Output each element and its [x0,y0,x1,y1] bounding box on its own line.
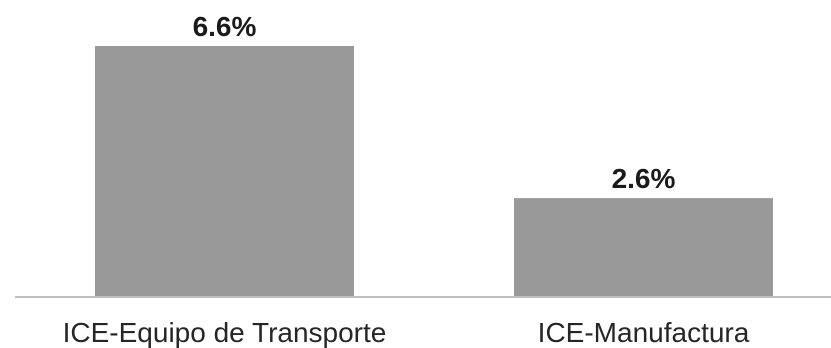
value-labels-group: 6.6% 2.6% [193,11,676,194]
bars-group [95,46,773,297]
category-label-1: ICE-Manufactura [538,317,750,348]
value-label-0: 6.6% [193,11,257,42]
category-label-0: ICE-Equipo de Transporte [63,317,387,348]
category-labels-group: ICE-Equipo de Transporte ICE-Manufactura [63,317,750,348]
bar-1 [514,198,773,297]
bar-0 [95,46,354,297]
value-label-1: 2.6% [612,163,676,194]
